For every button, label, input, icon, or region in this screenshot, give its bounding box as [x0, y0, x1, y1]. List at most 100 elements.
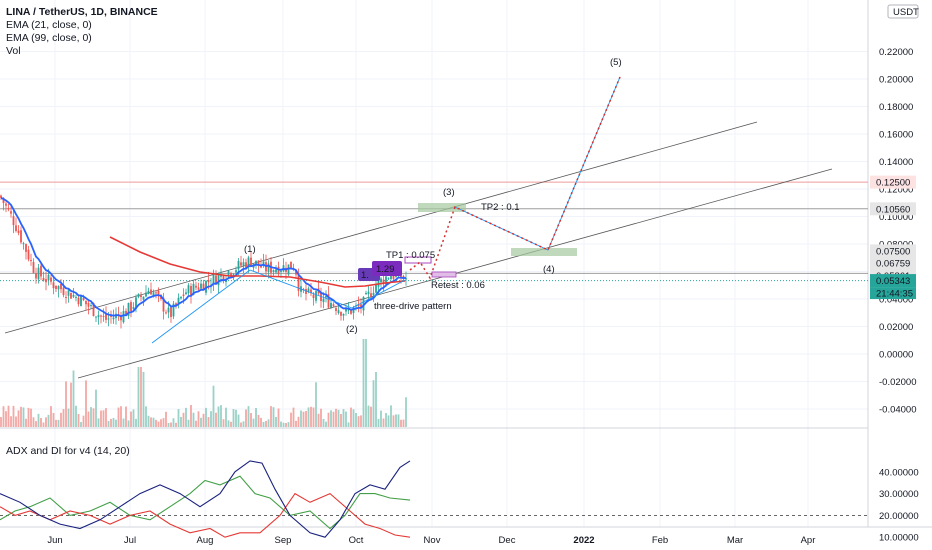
candle-body	[77, 297, 80, 305]
volume-bar	[192, 412, 195, 427]
volume-bar	[327, 412, 330, 427]
time-axis-label: Jul	[124, 535, 136, 546]
candle-body	[382, 279, 385, 285]
candle-body	[130, 302, 132, 312]
candle-body	[10, 211, 12, 214]
volume-bar	[40, 417, 42, 427]
ema99-legend[interactable]: EMA (99, close, 0)	[6, 32, 92, 44]
candle-body	[145, 292, 147, 297]
volume-bar	[175, 422, 177, 427]
wave-5-label: (5)	[610, 57, 622, 68]
candle-body	[7, 207, 10, 210]
volume-bar	[107, 421, 110, 427]
volume-bar	[85, 380, 87, 427]
candle-body	[32, 261, 35, 273]
price-badge-2	[372, 261, 402, 276]
volume-bar	[397, 414, 400, 427]
candle-body	[295, 270, 297, 275]
candle-body	[390, 275, 392, 280]
volume-bar	[300, 410, 302, 427]
candle-body	[337, 310, 340, 314]
candle-body	[72, 294, 75, 297]
indicator-legend[interactable]: ADX and DI for v4 (14, 20)	[6, 445, 130, 457]
candle-body	[65, 296, 67, 298]
price-tag-text: 0.12500	[876, 178, 910, 189]
volume-bar	[172, 418, 175, 427]
price-axis-tick: 0.00000	[879, 350, 913, 361]
volume-bar	[230, 421, 232, 427]
candle-body	[175, 303, 177, 306]
volume-bar	[322, 418, 325, 427]
volume-bar	[12, 405, 15, 427]
volume-bar	[267, 419, 270, 427]
candle-body	[60, 283, 62, 290]
candle-body	[197, 287, 200, 290]
candle-body	[170, 307, 172, 318]
volume-bar	[110, 418, 112, 427]
candle-body	[387, 278, 390, 280]
projection-path	[454, 76, 621, 251]
volume-legend[interactable]: Vol	[6, 45, 21, 57]
volume-bar	[55, 419, 57, 427]
candle-body	[365, 292, 367, 295]
volume-bar	[10, 416, 12, 427]
price-tag-bg	[870, 244, 916, 258]
volume-bar	[67, 408, 70, 427]
candle-body	[255, 260, 257, 265]
volume-bar	[355, 412, 357, 427]
drive-leg-line	[351, 279, 406, 309]
adx-line	[0, 460, 411, 538]
candle-body	[0, 195, 2, 198]
volume-bar	[140, 367, 142, 427]
candle-body	[242, 262, 245, 266]
ema21-legend[interactable]: EMA (21, close, 0)	[6, 19, 92, 31]
volume-bar	[400, 419, 402, 427]
time-axis-label: Jun	[47, 535, 62, 546]
volume-bar	[362, 339, 365, 427]
volume-bar	[210, 411, 212, 427]
candle-body	[162, 297, 165, 312]
price-tag-bg	[870, 256, 916, 270]
volume-bar	[0, 417, 2, 427]
volume-bar	[207, 417, 210, 427]
volume-bar	[245, 409, 247, 427]
candle-body	[30, 259, 32, 261]
candle-body	[75, 296, 77, 298]
volume-bar	[392, 415, 395, 427]
time-axis-label: Mar	[727, 535, 743, 546]
candle-body	[135, 297, 137, 309]
candle-body	[315, 291, 317, 301]
volume-bar	[382, 418, 385, 427]
tp2-zone	[418, 203, 466, 212]
volume-bar	[325, 421, 327, 427]
indicator-axis-tick: 20.00000	[879, 511, 919, 522]
volume-bar	[272, 407, 275, 427]
price-axis-tick: -0.04000	[879, 405, 917, 416]
volume-bar	[155, 419, 157, 427]
candle-body	[177, 297, 180, 305]
candle-body	[275, 269, 277, 273]
volume-bar	[232, 408, 235, 427]
volume-bar	[250, 413, 252, 427]
candle-body	[172, 303, 175, 317]
candle-body	[92, 302, 95, 316]
symbol-title[interactable]: LINA / TetherUS, 1D, BINANCE	[6, 6, 158, 18]
volume-bar	[187, 419, 190, 427]
volume-bar	[27, 407, 30, 427]
candle-body	[290, 261, 292, 270]
candle-body	[322, 298, 325, 303]
candle-body	[127, 302, 130, 316]
volume-bar	[70, 382, 72, 427]
candle-body	[332, 304, 335, 307]
volume-bar	[180, 416, 182, 427]
volume-bar	[260, 417, 262, 427]
volume-bar	[185, 407, 187, 427]
countdown-bg	[870, 287, 916, 300]
volume-bar	[302, 411, 305, 427]
volume-bar	[147, 415, 150, 427]
currency-button	[887, 4, 919, 19]
volume-bar	[62, 409, 65, 427]
volume-bar	[170, 422, 172, 427]
candle-body	[190, 285, 192, 296]
